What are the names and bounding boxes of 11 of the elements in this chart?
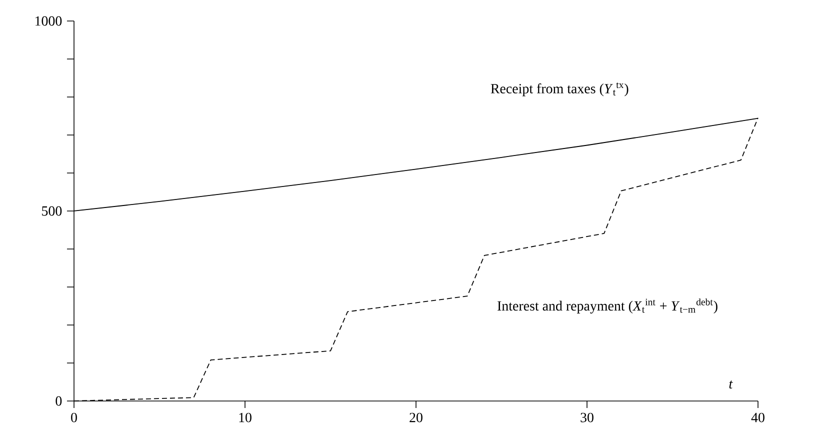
y-tick-label: 500 <box>42 206 62 216</box>
x-tick-label: 0 <box>71 412 77 422</box>
annotation: Receipt from taxes (Y$_{t}$$^{tx}$) <box>490 82 628 96</box>
y-tick-label: 1000 <box>35 16 62 26</box>
x-tick-label: 20 <box>410 412 422 422</box>
x-tick-label: 30 <box>580 412 594 422</box>
x-axis-title: t <box>729 380 733 389</box>
y-tick-label: 0 <box>56 396 62 406</box>
x-tick-label: 40 <box>751 412 764 422</box>
x-tick-label: 10 <box>239 412 252 422</box>
text: Interest and repayment (X$_{t}$$^{int}$ + Y$_{t−m}$$^{debt}$) <box>498 298 718 314</box>
